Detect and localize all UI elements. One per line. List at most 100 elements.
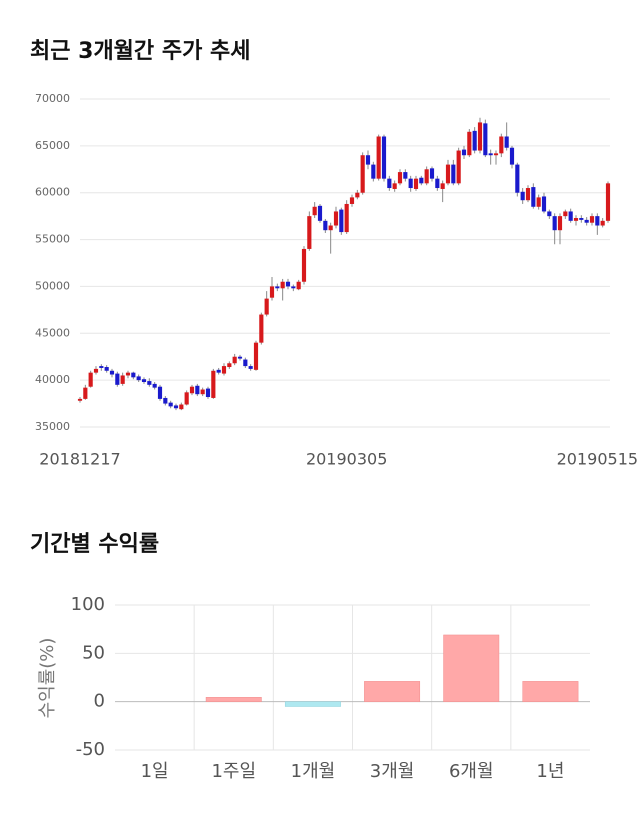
candle-body bbox=[339, 209, 344, 233]
candle-body bbox=[584, 219, 589, 223]
candle-body bbox=[157, 386, 163, 399]
candle-body bbox=[504, 136, 509, 148]
candle-body bbox=[269, 286, 275, 298]
candle-body bbox=[429, 168, 435, 179]
candle-body bbox=[472, 130, 477, 151]
y-axis-label: 수익률(%) bbox=[37, 638, 58, 719]
candle-body bbox=[563, 211, 568, 217]
candle-body bbox=[99, 366, 104, 368]
candle-body bbox=[291, 286, 296, 289]
candle-body bbox=[184, 392, 189, 405]
candle-body bbox=[573, 218, 579, 221]
candle-body bbox=[232, 356, 237, 364]
y-tick-label: 0 bbox=[94, 691, 105, 712]
y-tick-label: 60000 bbox=[35, 186, 70, 199]
candle-body bbox=[120, 375, 125, 384]
candle-body bbox=[376, 136, 381, 179]
candle-body bbox=[163, 397, 168, 404]
x-tick-label: 1일 bbox=[141, 761, 169, 782]
x-tick-label: 1주일 bbox=[211, 761, 256, 782]
candle-body bbox=[243, 359, 248, 367]
candle-body bbox=[493, 153, 499, 156]
candle-body bbox=[536, 197, 541, 207]
candle-body bbox=[179, 404, 184, 410]
candle-body bbox=[147, 381, 152, 385]
candle-body bbox=[141, 379, 147, 383]
candle-body bbox=[280, 281, 285, 289]
candle-body bbox=[104, 367, 109, 371]
candle-body bbox=[296, 281, 301, 290]
x-tick-label: 6개월 bbox=[449, 761, 494, 782]
candle-body bbox=[568, 211, 573, 221]
candle-body bbox=[605, 183, 611, 221]
candle-body bbox=[360, 155, 365, 193]
candle-body bbox=[173, 405, 179, 409]
candle-body bbox=[253, 342, 259, 370]
candle-body bbox=[227, 363, 232, 368]
candle-body bbox=[248, 366, 253, 369]
candle-body bbox=[488, 153, 493, 156]
candle-body bbox=[349, 197, 355, 204]
candle-body bbox=[301, 248, 307, 282]
candle-body bbox=[557, 216, 563, 231]
candle-body bbox=[515, 164, 520, 193]
y-tick-label: 55000 bbox=[35, 233, 70, 246]
candle-body bbox=[440, 183, 445, 189]
y-tick-label: 35000 bbox=[35, 420, 70, 433]
candle-body bbox=[424, 169, 429, 184]
candle-body bbox=[467, 131, 472, 156]
bar bbox=[522, 681, 579, 702]
candle-body bbox=[477, 122, 483, 151]
candle-body bbox=[541, 196, 547, 212]
candle-body bbox=[216, 369, 221, 373]
y-tick-label: 45000 bbox=[35, 326, 70, 339]
candle-body bbox=[403, 172, 408, 179]
candle-body bbox=[371, 164, 376, 179]
bar bbox=[364, 681, 421, 702]
x-tick-label: 20190515 bbox=[557, 450, 638, 469]
candle-body bbox=[333, 211, 339, 226]
y-tick-label: 40000 bbox=[35, 373, 70, 386]
candle-body bbox=[365, 155, 371, 165]
candle-body bbox=[211, 370, 216, 398]
y-tick-label: 100 bbox=[71, 594, 105, 615]
candle-body bbox=[328, 225, 333, 231]
candle-body bbox=[259, 314, 264, 343]
candle-body bbox=[413, 178, 419, 189]
candle-body bbox=[200, 389, 205, 395]
candle-body bbox=[88, 372, 93, 387]
candle-body bbox=[531, 187, 536, 207]
candle-body bbox=[205, 388, 211, 398]
candle-body bbox=[408, 178, 413, 189]
candle-body bbox=[109, 370, 115, 375]
candle-body bbox=[483, 123, 488, 156]
candle-body bbox=[189, 386, 195, 394]
chart-title: 최근 3개월간 주가 추세 bbox=[30, 39, 250, 64]
y-tick-label: 50000 bbox=[35, 279, 70, 292]
candle-body bbox=[595, 216, 600, 226]
candle-body bbox=[520, 191, 525, 201]
candle-body bbox=[456, 150, 461, 184]
candle-body bbox=[435, 178, 440, 189]
candle-body bbox=[445, 164, 451, 184]
candle-body bbox=[381, 136, 387, 179]
x-tick-label: 20181217 bbox=[39, 450, 120, 469]
candle-body bbox=[168, 402, 173, 407]
candle-body bbox=[323, 220, 328, 231]
chart-title: 기간별 수익률 bbox=[30, 532, 159, 557]
candle-body bbox=[451, 164, 456, 184]
y-tick-label: 50 bbox=[82, 642, 105, 663]
candle-body bbox=[115, 373, 120, 385]
bar bbox=[443, 634, 500, 702]
candle-body bbox=[317, 205, 323, 221]
candle-body bbox=[547, 211, 552, 217]
candle-body bbox=[509, 147, 515, 165]
candle-body bbox=[525, 188, 531, 201]
candle-body bbox=[397, 172, 403, 184]
candle-body bbox=[600, 220, 605, 226]
candle-body bbox=[307, 216, 312, 249]
bar bbox=[205, 697, 262, 702]
candle-body bbox=[77, 398, 83, 401]
y-tick-label: 65000 bbox=[35, 139, 70, 152]
